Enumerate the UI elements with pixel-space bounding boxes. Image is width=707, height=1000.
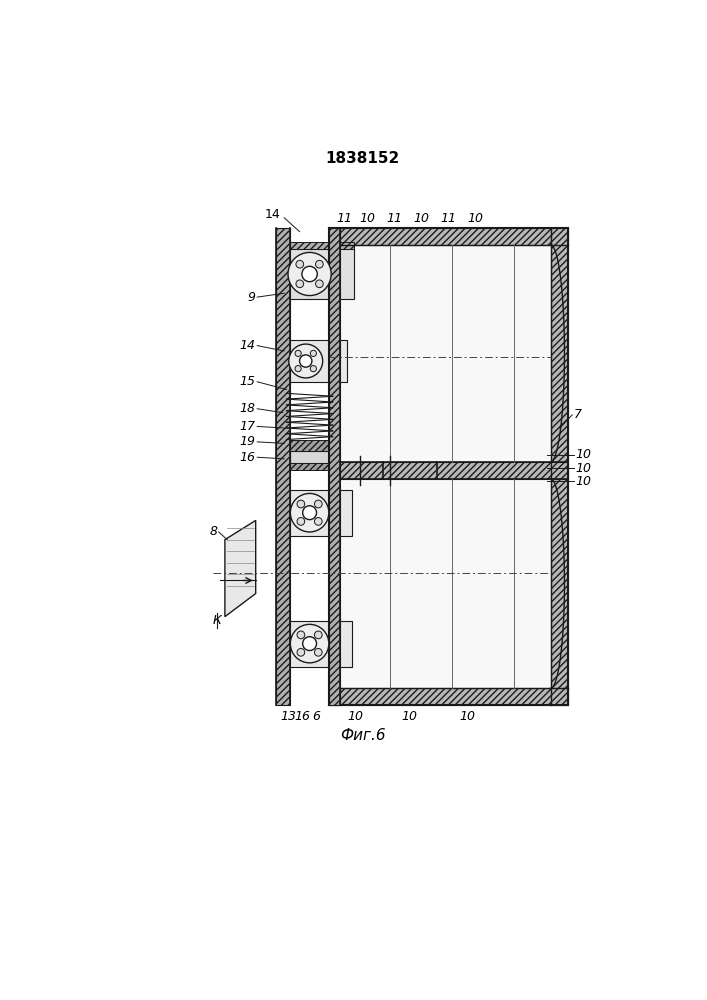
Circle shape [295, 350, 301, 356]
Text: Фиг.6: Фиг.6 [340, 728, 385, 744]
Text: 10: 10 [575, 448, 591, 461]
Circle shape [302, 266, 317, 282]
Bar [278, 490, 288, 536]
Bar [329, 462, 568, 479]
Circle shape [303, 637, 317, 651]
Circle shape [315, 280, 323, 288]
Circle shape [310, 366, 317, 372]
Text: 14: 14 [240, 339, 256, 352]
Text: 7: 7 [573, 408, 582, 421]
Bar [329, 249, 340, 299]
Circle shape [310, 350, 317, 356]
Circle shape [296, 280, 303, 288]
Bar [276, 249, 287, 299]
Circle shape [297, 631, 305, 639]
Text: 11: 11 [337, 212, 352, 225]
Text: 15: 15 [240, 375, 256, 388]
Circle shape [291, 624, 329, 663]
Circle shape [288, 252, 331, 296]
Circle shape [297, 518, 305, 525]
Circle shape [297, 648, 305, 656]
Circle shape [288, 344, 322, 378]
Bar [279, 340, 288, 382]
Bar [329, 340, 339, 382]
Text: 10: 10 [575, 462, 591, 475]
Bar [329, 228, 568, 245]
Text: 19: 19 [240, 435, 256, 448]
Bar [329, 479, 551, 688]
Circle shape [296, 260, 303, 268]
Polygon shape [225, 520, 256, 617]
Circle shape [315, 631, 322, 639]
Text: 8: 8 [209, 525, 217, 538]
Text: 1838152: 1838152 [326, 151, 400, 166]
Text: 10: 10 [414, 212, 429, 225]
Text: 6: 6 [312, 710, 320, 723]
Circle shape [315, 500, 322, 508]
Text: К: К [213, 614, 221, 627]
Text: 16: 16 [240, 451, 256, 464]
Bar [276, 249, 354, 299]
Text: 10: 10 [575, 475, 591, 488]
Circle shape [315, 518, 322, 525]
Bar [329, 228, 340, 705]
Bar [276, 242, 354, 249]
Circle shape [315, 260, 323, 268]
Bar [551, 228, 568, 705]
Circle shape [297, 500, 305, 508]
Text: 17: 17 [240, 420, 256, 433]
Bar [286, 440, 337, 451]
Bar [291, 451, 329, 463]
Bar [329, 620, 340, 667]
Text: 16: 16 [295, 710, 310, 723]
Bar [279, 340, 347, 382]
Bar [329, 245, 551, 462]
Text: 18: 18 [240, 402, 256, 415]
Bar [329, 688, 568, 705]
Text: 9: 9 [247, 291, 256, 304]
Bar [278, 490, 352, 536]
Text: 10: 10 [359, 212, 375, 225]
Text: 10: 10 [402, 710, 418, 723]
Text: 14: 14 [264, 208, 281, 221]
Circle shape [303, 506, 317, 520]
Circle shape [291, 493, 329, 532]
Text: 10: 10 [460, 710, 475, 723]
Bar [276, 228, 291, 705]
Text: 10: 10 [467, 212, 483, 225]
Text: 11: 11 [440, 212, 456, 225]
Circle shape [295, 366, 301, 372]
Bar [286, 463, 337, 470]
Circle shape [315, 648, 322, 656]
Text: 10: 10 [348, 710, 364, 723]
Bar [329, 490, 340, 536]
Bar [278, 620, 288, 667]
Text: 11: 11 [386, 212, 402, 225]
Bar [278, 620, 352, 667]
Circle shape [300, 355, 312, 367]
Text: 13: 13 [280, 710, 296, 723]
